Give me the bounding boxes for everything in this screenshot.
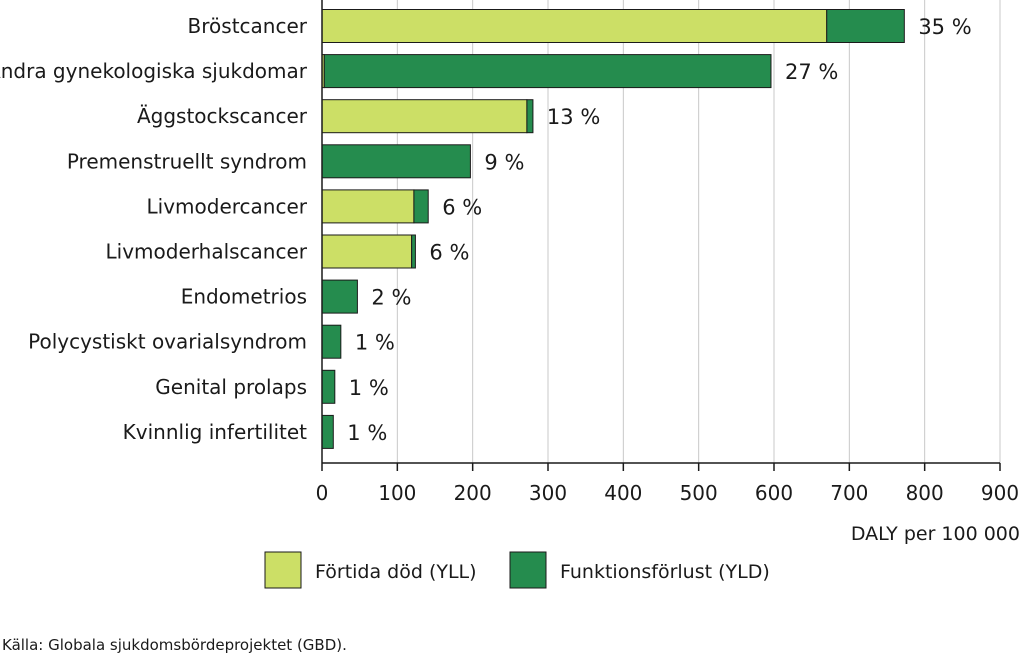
x-axis: 0 100 200 300 400 500 600 700 800 900 [316,0,1019,505]
x-tick-label: 600 [755,481,793,505]
x-tick-label: 400 [604,481,642,505]
category-label: Kvinnlig infertilitet [123,420,307,444]
legend-swatch-yld [509,551,547,589]
percent-label: 27 % [785,60,838,84]
x-axis-title: DALY per 100 000 [851,523,1020,545]
bar-segment-yll [321,99,528,134]
percent-label: 2 % [371,286,411,310]
bar-segment-yld [323,54,772,89]
percent-label: 6 % [429,241,469,265]
category-label: Livmodercancer [147,194,308,218]
bar-segment-yld [321,414,334,449]
source-note: Källa: Globala sjukdomsbördeprojektet (G… [2,636,347,654]
percent-label: 1 % [355,331,395,355]
percent-labels: 35 %27 %13 %9 %6 %6 %2 %1 %1 %1 % [347,15,971,445]
category-label: Bröstcancer [188,14,308,38]
x-tick-label: 300 [529,481,567,505]
bar-segment-yld [413,189,429,224]
x-tick-label: 900 [981,481,1019,505]
x-tick-label: 800 [906,481,944,505]
bar-segment-yll [321,9,828,43]
category-label: Endometrios [181,285,307,309]
x-tick-label: 200 [454,481,492,505]
bar-segment-yld [321,324,342,359]
legend: Förtida död (YLL) Funktionsförlust (YLD) [264,551,770,589]
x-tick-label: 700 [830,481,868,505]
category-label: Polycystiskt ovarialsyndrom [28,330,307,354]
percent-label: 13 % [547,105,600,129]
x-tick-label: 0 [316,481,329,505]
category-label: Äggstockscancer [137,104,308,128]
bar-segment-yld [321,369,336,404]
category-label: Genital prolaps [155,375,307,399]
bar-segment-yld [411,234,416,269]
legend-swatch-yll [264,551,302,589]
bar-segment-yld [321,279,358,314]
bar-segment-yll [321,234,413,269]
percent-label: 35 % [918,15,971,39]
category-label: Andra gynekologiska sjukdomar [0,59,308,83]
bar-segment-yld [526,99,534,134]
bars [321,9,905,449]
percent-label: 6 % [442,195,482,219]
bar-segment-yld [826,9,905,43]
category-label: Premenstruellt syndrom [67,149,307,173]
legend-label-yll: Förtida död (YLL) [315,561,477,583]
bar-segment-yld [321,144,471,179]
percent-label: 9 % [484,150,524,174]
percent-label: 1 % [349,376,389,400]
category-labels: Bröstcancer Andra gynekologiska sjukdomar… [0,14,308,444]
bar-segment-yll [321,189,415,224]
x-tick-label: 500 [680,481,718,505]
legend-label-yld: Funktionsförlust (YLD) [560,561,770,583]
percent-label: 1 % [347,421,387,445]
category-label: Livmoderhalscancer [106,240,308,264]
x-tick-label: 100 [378,481,416,505]
